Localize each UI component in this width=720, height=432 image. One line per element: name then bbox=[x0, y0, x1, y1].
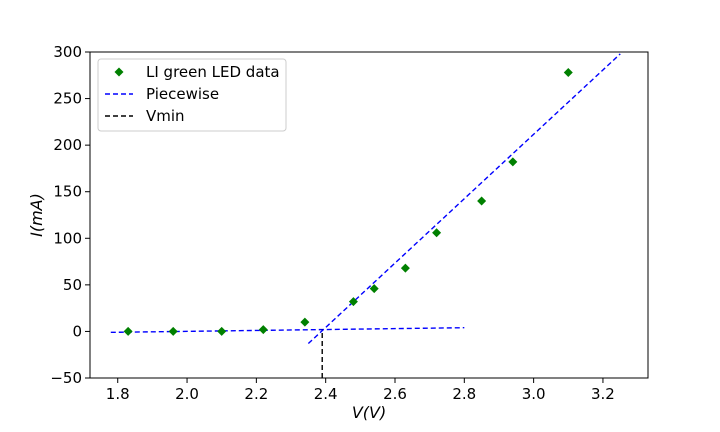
data-point bbox=[123, 326, 133, 336]
x-tick-label: 2.2 bbox=[244, 385, 268, 403]
data-point bbox=[477, 196, 487, 206]
data-point bbox=[432, 228, 442, 238]
data-point bbox=[369, 284, 379, 294]
x-axis-ticks: 1.8 2.0 2.2 2.4 2.6 2.8 3.0 3.2 bbox=[106, 378, 615, 403]
x-tick-label: 2.0 bbox=[175, 385, 199, 403]
legend-items: LI green LED data Piecewise Vmin bbox=[105, 63, 280, 125]
y-tick-label: −50 bbox=[50, 369, 82, 387]
legend-label: Piecewise bbox=[146, 85, 219, 103]
legend-box bbox=[97, 58, 287, 132]
legend-label: Vmin bbox=[146, 107, 185, 125]
y-axis-ticks: −50 0 50 100 150 200 250 300 bbox=[50, 43, 90, 387]
y-tick-label: 0 bbox=[72, 322, 82, 340]
y-tick-label: 150 bbox=[53, 183, 82, 201]
data-point bbox=[563, 67, 573, 77]
y-tick-label: 200 bbox=[53, 136, 82, 154]
data-point bbox=[508, 157, 518, 167]
plot-points bbox=[123, 67, 573, 336]
x-tick-label: 1.8 bbox=[106, 385, 130, 403]
piecewise-fit-line bbox=[307, 53, 621, 345]
y-tick-label: 50 bbox=[63, 276, 82, 294]
data-point bbox=[348, 297, 358, 307]
legend-marker bbox=[114, 67, 124, 77]
y-tick-label: 300 bbox=[53, 43, 82, 61]
x-tick-label: 2.4 bbox=[314, 385, 338, 403]
x-tick-label: 2.8 bbox=[452, 385, 476, 403]
plot-frame bbox=[89, 51, 649, 379]
data-point bbox=[258, 325, 268, 335]
legend-label: LI green LED data bbox=[146, 63, 280, 81]
y-tick-label: 100 bbox=[53, 229, 82, 247]
x-tick-label: 3.2 bbox=[591, 385, 615, 403]
x-tick-label: 3.0 bbox=[522, 385, 546, 403]
x-axis-label: V(V) bbox=[352, 403, 386, 422]
y-tick-label: 250 bbox=[53, 90, 82, 108]
x-tick-label: 2.6 bbox=[383, 385, 407, 403]
data-point bbox=[217, 326, 227, 336]
data-point bbox=[168, 326, 178, 336]
data-point bbox=[400, 263, 410, 273]
y-axis-label: I(mA) bbox=[27, 193, 46, 237]
legend: LI green LED data Piecewise Vmin bbox=[97, 58, 287, 132]
data-point bbox=[300, 317, 310, 327]
